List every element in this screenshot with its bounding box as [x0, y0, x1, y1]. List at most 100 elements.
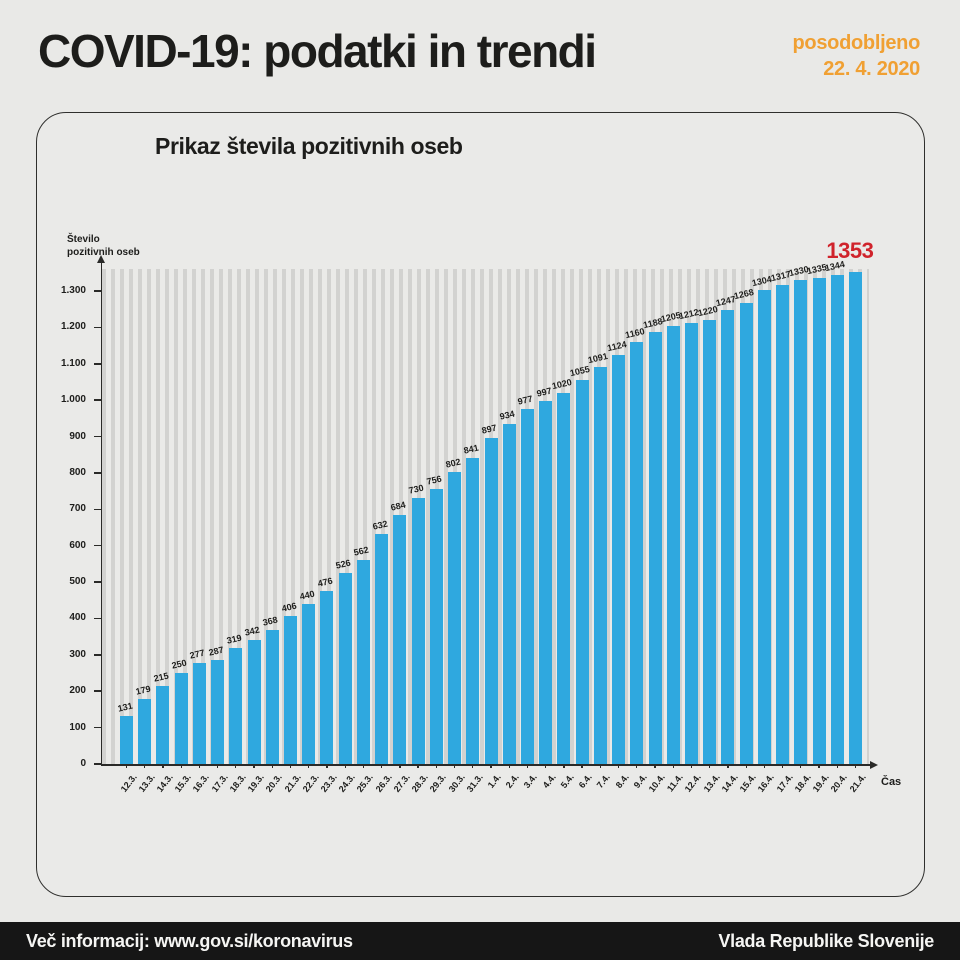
- y-tick-label: 0: [80, 758, 86, 769]
- updated-date: 22. 4. 2020: [823, 58, 920, 81]
- value-label: 1124: [605, 339, 628, 354]
- y-tick-mark: [93, 544, 101, 547]
- bar-31.3.: [466, 458, 480, 764]
- bar-26.3.: [375, 534, 389, 764]
- x-tick-mark: [453, 764, 456, 768]
- value-label: 562: [353, 544, 370, 558]
- value-label: 1160: [624, 326, 646, 341]
- x-tick-mark: [690, 764, 693, 768]
- x-tick-label: 13.3.: [136, 772, 157, 794]
- x-tick-mark: [545, 764, 547, 768]
- x-tick-label: 16.4.: [756, 772, 777, 794]
- x-tick-mark: [435, 764, 437, 768]
- x-tick-mark: [472, 764, 474, 768]
- bar-17.4.: [776, 284, 790, 764]
- bar-20.4.: [830, 275, 844, 764]
- x-tick-label: 23.3.: [318, 772, 339, 794]
- footer-government: Vlada Republike Slovenije: [718, 930, 934, 951]
- x-tick-label: 21.4.: [847, 772, 868, 794]
- x-tick-label: 31.3.: [464, 772, 485, 794]
- y-axis-label: Število pozitivnih oseb: [67, 233, 140, 259]
- bar-13.3.: [138, 698, 152, 764]
- bar-29.3.: [429, 488, 443, 764]
- y-tick-label: 1.200: [60, 321, 86, 333]
- x-tick-label: 4.4.: [540, 772, 558, 790]
- x-tick-mark: [271, 764, 273, 768]
- plot-area: Čas 0 100 200 300 400 500 600 700 800 900 1.000 1.1…: [61, 238, 901, 794]
- bar-17.3.: [211, 659, 225, 764]
- y-tick-mark: [93, 581, 101, 583]
- x-tick-label: 14.4.: [719, 772, 740, 794]
- y-tick-mark: [93, 654, 101, 656]
- x-tick-label: 21.3.: [282, 772, 303, 794]
- value-label: 1091: [587, 351, 610, 366]
- x-tick-label: 7.4.: [595, 772, 613, 790]
- bar-27.3.: [393, 515, 407, 764]
- bar-14.3.: [156, 685, 170, 764]
- footer-info: Več informacij: www.gov.si/koronavirus: [26, 930, 353, 951]
- value-label: 179: [134, 683, 152, 697]
- bar-2.4.: [502, 424, 516, 764]
- bar-20.3.: [265, 630, 279, 764]
- x-tick-mark: [344, 764, 346, 768]
- x-tick-label: 20.4.: [828, 772, 850, 794]
- chart-title: Prikaz števila pozitivnih oseb: [155, 133, 463, 159]
- x-tick-label: 11.4.: [665, 772, 686, 794]
- x-tick-mark: [198, 764, 201, 768]
- value-label: 1220: [696, 304, 719, 319]
- bar-25.3.: [356, 559, 370, 764]
- value-label: 368: [261, 614, 279, 628]
- x-tick-label: 17.3.: [209, 772, 230, 794]
- x-axis-line: [100, 764, 871, 766]
- value-label: 1055: [569, 364, 591, 379]
- value-label: 440: [298, 588, 316, 602]
- x-tick-mark: [417, 764, 419, 768]
- x-tick-mark: [308, 764, 310, 768]
- bar-10.4.: [648, 331, 662, 764]
- updated-badge: posodobljeno 22. 4. 2020: [793, 30, 921, 83]
- x-tick-mark: [162, 764, 164, 768]
- x-tick-label: 25.3.: [355, 772, 376, 794]
- value-label: 526: [334, 557, 352, 571]
- y-tick-label: 200: [69, 685, 86, 697]
- value-label: 287: [207, 644, 225, 658]
- bar-11.4.: [666, 325, 680, 764]
- bar-23.3.: [320, 590, 334, 764]
- value-label-highlight: 1353: [826, 237, 874, 263]
- bar-18.3.: [229, 647, 243, 764]
- header: COVID-19: podatki in trendi posodobljeno…: [0, 0, 960, 112]
- page-title: COVID-19: podatki in trendi: [38, 25, 597, 77]
- x-tick-mark: [144, 764, 146, 768]
- y-axis-arrow-icon: [97, 255, 106, 263]
- y-tick-mark: [93, 763, 101, 765]
- bar-6.4.: [575, 380, 589, 764]
- bar-16.3.: [192, 663, 206, 764]
- y-tick-label: 1.300: [60, 285, 86, 296]
- value-label: 250: [170, 657, 188, 671]
- x-tick-mark: [563, 764, 565, 768]
- x-tick-mark: [399, 764, 401, 768]
- bar-9.4.: [630, 341, 644, 764]
- value-label: 342: [243, 624, 261, 638]
- x-tick-label: 22.3.: [300, 772, 321, 794]
- x-tick-label: 19.3.: [245, 772, 266, 794]
- bar-15.3.: [174, 673, 188, 764]
- y-tick-label: 500: [69, 576, 86, 588]
- bar-13.4.: [703, 320, 717, 764]
- x-tick-mark: [253, 764, 255, 768]
- x-tick-mark: [836, 764, 838, 768]
- bar-21.3.: [284, 616, 298, 764]
- x-tick-label: 3.4.: [522, 772, 540, 790]
- x-tick-mark: [599, 764, 601, 768]
- x-tick-mark: [763, 764, 766, 768]
- y-tick-label: 1.000: [60, 394, 86, 406]
- y-axis-label-line1: Število: [67, 234, 100, 245]
- x-tick-mark: [381, 764, 383, 768]
- y-tick-mark: [93, 690, 101, 692]
- x-tick-mark: [818, 764, 820, 768]
- x-tick-label: 13.4.: [701, 772, 722, 794]
- x-tick-label: 1.4.: [485, 772, 503, 790]
- x-tick-mark: [781, 764, 784, 768]
- bar-8.4.: [612, 355, 626, 764]
- value-label: 215: [152, 670, 170, 684]
